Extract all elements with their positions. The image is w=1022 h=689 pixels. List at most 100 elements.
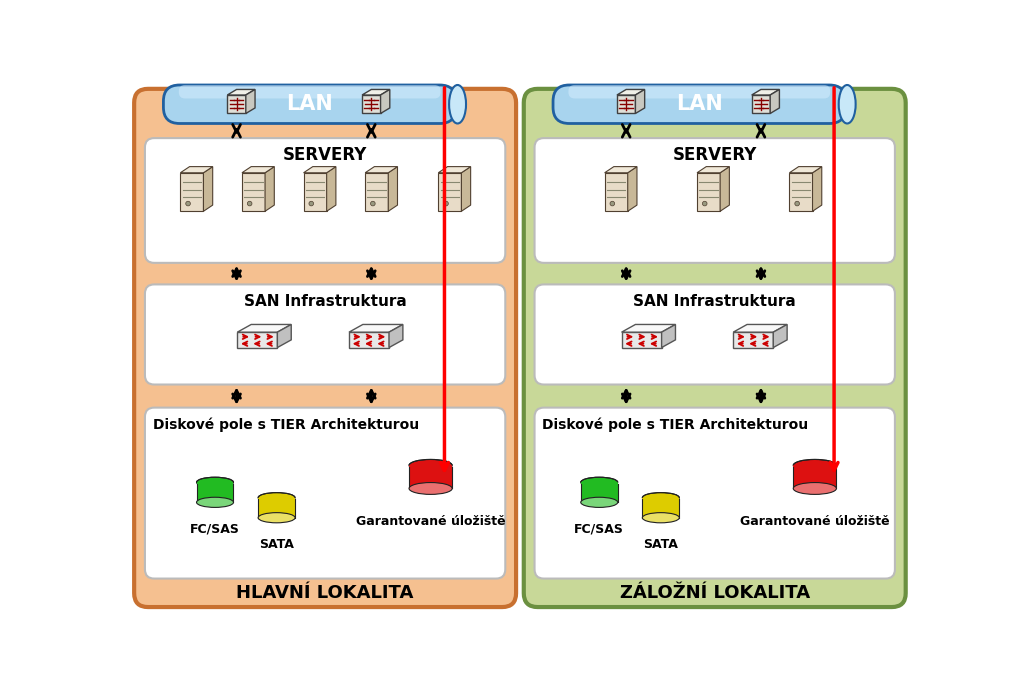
Text: LAN: LAN	[286, 94, 333, 114]
Polygon shape	[237, 332, 277, 347]
Polygon shape	[617, 90, 645, 95]
Bar	[643, 497, 680, 517]
Ellipse shape	[259, 493, 295, 503]
Text: Garantované úložiště: Garantované úložiště	[356, 515, 506, 528]
Circle shape	[702, 201, 707, 206]
Text: SAN Infrastruktura: SAN Infrastruktura	[243, 294, 407, 309]
Ellipse shape	[793, 482, 836, 495]
Ellipse shape	[839, 85, 855, 123]
Ellipse shape	[196, 477, 233, 487]
Polygon shape	[362, 90, 389, 95]
Polygon shape	[242, 167, 274, 173]
Polygon shape	[774, 325, 787, 347]
Text: HLAVNÍ LOKALITA: HLAVNÍ LOKALITA	[236, 584, 414, 602]
Polygon shape	[327, 167, 336, 212]
Polygon shape	[365, 167, 398, 173]
FancyBboxPatch shape	[145, 285, 505, 384]
Polygon shape	[733, 332, 774, 347]
Polygon shape	[697, 167, 730, 173]
FancyBboxPatch shape	[535, 285, 895, 384]
Polygon shape	[180, 167, 213, 173]
Polygon shape	[203, 167, 213, 212]
Bar	[196, 482, 233, 502]
Text: SERVERY: SERVERY	[672, 146, 757, 164]
Bar	[259, 497, 295, 517]
Ellipse shape	[259, 513, 295, 523]
FancyBboxPatch shape	[553, 85, 845, 123]
Ellipse shape	[409, 482, 452, 495]
Polygon shape	[636, 90, 645, 114]
Polygon shape	[362, 95, 380, 114]
Polygon shape	[617, 95, 636, 114]
Polygon shape	[237, 325, 291, 332]
Text: FC/SAS: FC/SAS	[574, 523, 624, 536]
Polygon shape	[180, 173, 203, 212]
Polygon shape	[628, 167, 637, 212]
Polygon shape	[265, 167, 274, 212]
Ellipse shape	[643, 513, 680, 523]
Polygon shape	[242, 173, 265, 212]
Polygon shape	[605, 167, 637, 173]
Polygon shape	[365, 173, 388, 212]
Polygon shape	[438, 173, 461, 212]
Polygon shape	[461, 167, 471, 212]
Ellipse shape	[643, 493, 680, 503]
Text: Garantované úložiště: Garantované úložiště	[740, 515, 889, 528]
Polygon shape	[752, 95, 771, 114]
Polygon shape	[388, 167, 398, 212]
Circle shape	[795, 201, 799, 206]
Ellipse shape	[580, 477, 617, 487]
Polygon shape	[227, 90, 256, 95]
Polygon shape	[789, 167, 822, 173]
Polygon shape	[246, 90, 256, 114]
Polygon shape	[812, 167, 822, 212]
Ellipse shape	[409, 460, 452, 471]
Polygon shape	[304, 167, 336, 173]
Polygon shape	[771, 90, 780, 114]
FancyBboxPatch shape	[164, 85, 456, 123]
Ellipse shape	[793, 460, 836, 471]
Text: Diskové pole s TIER Architekturou: Diskové pole s TIER Architekturou	[152, 418, 419, 432]
Text: LAN: LAN	[676, 94, 723, 114]
Circle shape	[309, 201, 314, 206]
Text: ZÁLOŽNÍ LOKALITA: ZÁLOŽNÍ LOKALITA	[619, 584, 809, 602]
Polygon shape	[697, 173, 721, 212]
FancyBboxPatch shape	[145, 408, 505, 579]
Polygon shape	[380, 90, 389, 114]
Bar	[409, 465, 452, 489]
Circle shape	[371, 201, 375, 206]
Polygon shape	[389, 325, 403, 347]
FancyBboxPatch shape	[524, 89, 905, 607]
Polygon shape	[349, 325, 403, 332]
Ellipse shape	[580, 497, 617, 507]
Bar	[580, 482, 617, 502]
Text: SATA: SATA	[644, 538, 679, 551]
Polygon shape	[621, 325, 676, 332]
Text: SAN Infrastruktura: SAN Infrastruktura	[634, 294, 796, 309]
FancyBboxPatch shape	[179, 85, 440, 99]
Polygon shape	[438, 167, 471, 173]
Ellipse shape	[196, 497, 233, 507]
Polygon shape	[752, 90, 780, 95]
Polygon shape	[621, 332, 661, 347]
Polygon shape	[789, 173, 812, 212]
Polygon shape	[605, 173, 628, 212]
Circle shape	[444, 201, 449, 206]
Ellipse shape	[449, 85, 466, 123]
Text: SATA: SATA	[260, 538, 294, 551]
Circle shape	[247, 201, 252, 206]
Polygon shape	[227, 95, 246, 114]
Circle shape	[610, 201, 614, 206]
Text: SERVERY: SERVERY	[283, 146, 367, 164]
Circle shape	[186, 201, 190, 206]
Text: FC/SAS: FC/SAS	[190, 523, 240, 536]
Polygon shape	[349, 332, 389, 347]
Polygon shape	[277, 325, 291, 347]
Bar	[793, 465, 836, 489]
FancyBboxPatch shape	[535, 138, 895, 263]
Polygon shape	[661, 325, 676, 347]
FancyBboxPatch shape	[535, 408, 895, 579]
Polygon shape	[304, 173, 327, 212]
FancyBboxPatch shape	[134, 89, 516, 607]
FancyBboxPatch shape	[145, 138, 505, 263]
